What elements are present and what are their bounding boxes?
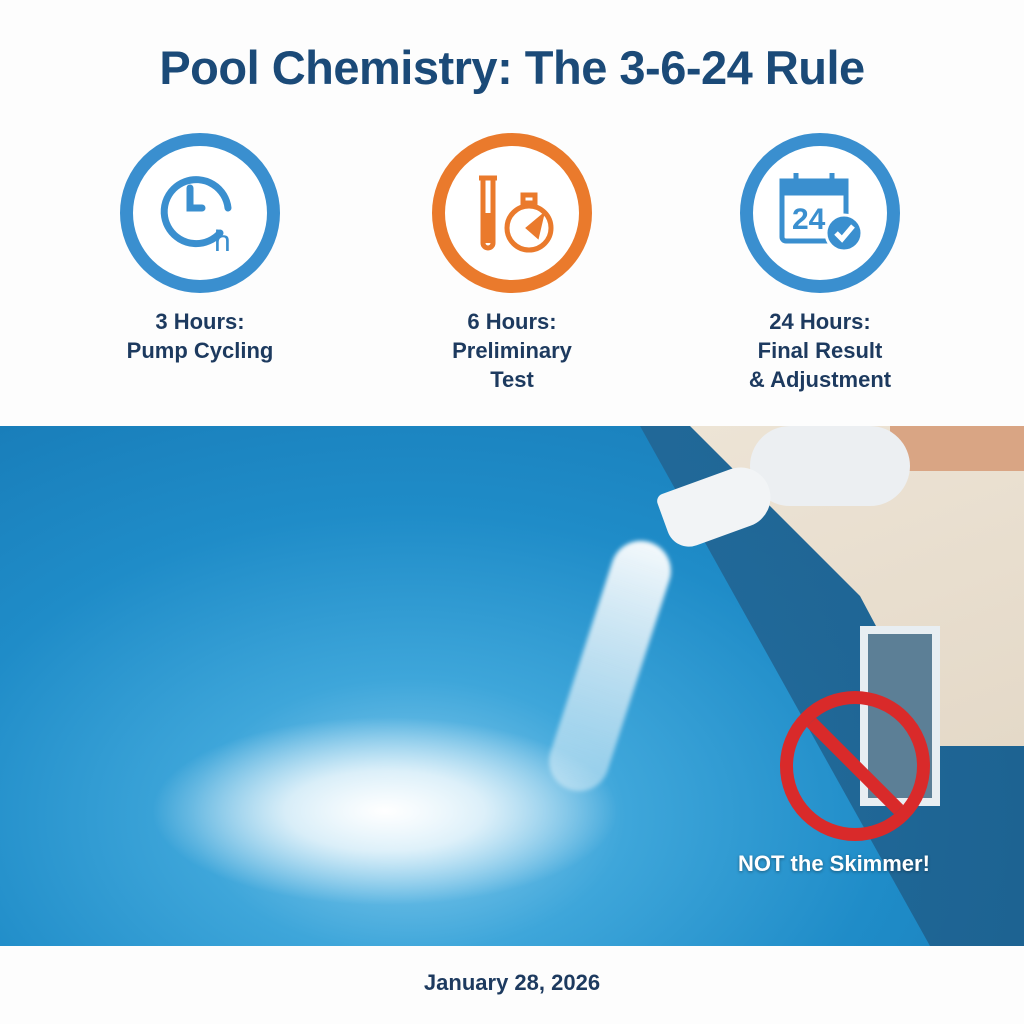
test-tube-stopwatch-icon bbox=[432, 133, 592, 293]
chemical-stream bbox=[541, 533, 679, 799]
gloved-hand bbox=[750, 426, 910, 506]
step-desc: & Adjustment bbox=[748, 367, 892, 392]
step-3-hours: h 3 Hours: Pump Cycling bbox=[70, 133, 330, 365]
calendar-24-check-icon: 24 bbox=[740, 133, 900, 293]
splash bbox=[150, 716, 620, 906]
svg-text:h: h bbox=[214, 225, 231, 258]
step-desc: Final Result bbox=[757, 338, 883, 363]
prohibited-icon bbox=[780, 691, 930, 841]
clock-hour-icon: h bbox=[120, 133, 280, 293]
step-time: 6 Hours: bbox=[467, 309, 557, 334]
date: January 28, 2026 bbox=[423, 970, 601, 995]
pool-photo: NOT the Skimmer! bbox=[0, 426, 1024, 946]
svg-text:24: 24 bbox=[792, 203, 826, 236]
step-6-hours: 6 Hours: Preliminary Test bbox=[382, 133, 642, 394]
step-time: 24 Hours: bbox=[769, 309, 871, 334]
step-24-hours: 24 24 Hours: Final Result & Adjustment bbox=[690, 133, 950, 394]
step-time: 3 Hours: bbox=[155, 309, 245, 334]
skimmer-warning: NOT the Skimmer! bbox=[738, 851, 930, 876]
page-title: Pool Chemistry: The 3-6-24 Rule bbox=[159, 41, 865, 94]
step-desc: Preliminary bbox=[452, 338, 572, 363]
step-desc: Test bbox=[490, 367, 534, 392]
step-desc: Pump Cycling bbox=[126, 338, 274, 363]
arm bbox=[890, 426, 1024, 471]
